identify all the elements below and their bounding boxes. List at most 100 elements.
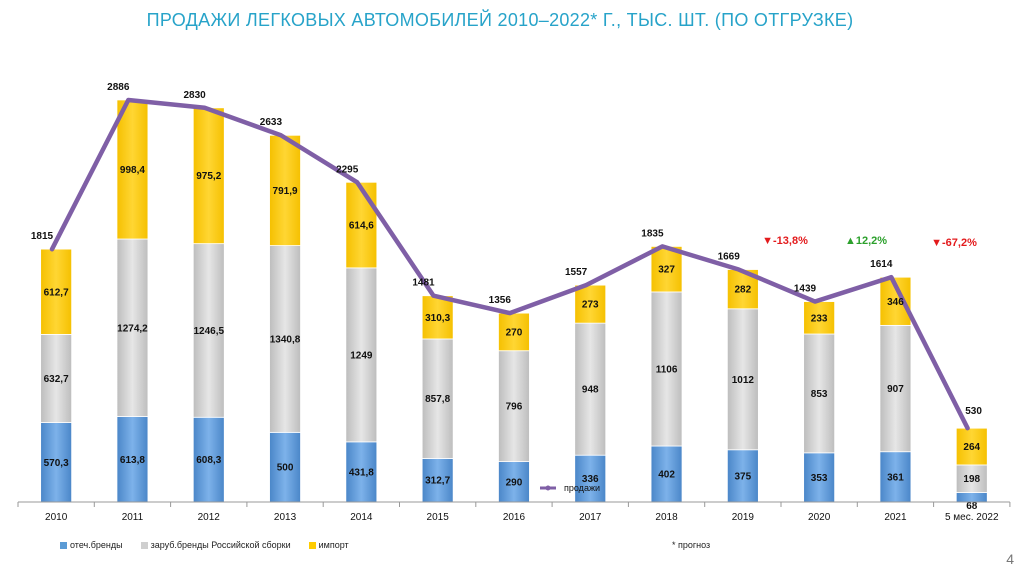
bar-segment-foreign-local [498,350,530,463]
x-tick-label: 2011 [122,512,144,523]
legend-item-foreign-local: заруб.бренды Российской сборки [140,540,291,550]
bar-segment-foreign-local [192,243,225,418]
x-tick-label: 2020 [808,512,831,523]
total-label: 1815 [31,231,54,242]
bar-label-domestic: 402 [658,470,675,481]
bar-segment-foreign-local [803,333,836,454]
bar-label-domestic: 431,8 [349,467,374,478]
bar-label-foreign-local: 1340,8 [270,334,301,345]
bar-segment-domestic [574,454,607,503]
total-label: 2295 [336,164,359,175]
legend-item-import: импорт [308,540,349,550]
x-tick-label: 2017 [579,512,602,523]
bar-segment-domestic [40,422,73,503]
bar-label-domestic: 336 [582,474,599,485]
x-tick-label: 2021 [884,512,907,523]
legend-swatch-foreign-local [140,541,148,549]
bar-segment-domestic [116,416,149,503]
x-tick-label: 5 мес. 2022 [945,512,999,523]
x-tick-label: 2013 [274,512,297,523]
legend-swatch-import [308,541,316,549]
bar-label-foreign-local: 1012 [732,375,755,386]
bar-label-import: 270 [506,327,523,338]
bar-label-import: 310,3 [425,313,450,324]
bar-label-foreign-local: 857,8 [425,394,450,405]
bar-label-import: 612,7 [44,287,69,298]
legend-marker-sales [545,485,551,491]
bar-label-foreign-local: 796 [506,402,523,413]
bar-segment-import [269,134,301,246]
total-label: 530 [965,406,982,417]
bar-segment-domestic [803,452,836,503]
bar-segment-foreign-local [421,338,454,459]
bar-label-import: 233 [811,313,828,324]
bar-segment-domestic [192,416,225,503]
bar-segment-import [192,107,225,245]
bar-label-foreign-local: 632,7 [44,374,69,385]
bar-segment-foreign-local [345,267,378,443]
legend-label-domestic: отеч.бренды [70,540,123,550]
x-tick-label: 2014 [350,512,373,523]
bar-label-import: 975,2 [196,171,221,182]
bar-segment-domestic [421,458,454,503]
bar-label-import: 791,9 [273,186,298,197]
legend-swatch-domestic [60,541,67,549]
bar-segment-import [574,284,607,324]
bar-label-domestic: 613,8 [120,455,145,466]
x-tick-label: 2012 [198,512,221,523]
legend-label-sales: продажи [564,483,600,493]
bar-segment-import [650,245,683,293]
change-annotation-up: ▲12,2% [845,235,887,247]
x-tick-label: 2010 [45,512,68,523]
bar-segment-import [40,248,73,335]
legend: отеч.бренды заруб.бренды Российской сбор… [60,540,367,550]
bar-label-domestic: 290 [506,477,523,488]
bar-label-foreign-local: 853 [811,389,828,400]
bar-segment-import [421,295,454,340]
bar-label-domestic: 68 [966,501,978,512]
total-label: 2633 [260,117,283,128]
bar-segment-foreign-local [879,324,912,453]
sales-line [49,97,970,431]
bar-label-domestic: 570,3 [44,458,69,469]
bar-label-foreign-local: 1246,5 [193,326,224,337]
bar-segment-foreign-local [40,334,73,423]
total-label: 2830 [183,90,206,101]
total-label: 2886 [107,82,130,93]
bar-label-foreign-local: 1106 [656,364,678,375]
total-label: 1356 [489,295,512,306]
total-label: 1439 [794,284,817,295]
bar-segment-import [955,427,988,466]
x-tick-label: 2018 [655,512,678,523]
bar-label-foreign-local: 1249 [350,350,373,361]
total-label: 1835 [641,228,664,239]
forecast-note: * прогноз [672,540,711,550]
bar-segment-foreign-local [574,322,607,456]
bar-label-import: 282 [735,285,752,296]
bar-label-import: 346 [887,297,904,308]
bar-label-foreign-local: 1274,2 [117,323,148,334]
change-annotation-down: ▼-67,2% [931,237,977,249]
bar-segment-import [116,99,149,240]
legend-item-domestic: отеч.бренды [60,540,123,550]
bar-segment-foreign-local [650,291,683,447]
legend-label-foreign-local: заруб.бренды Российской сборки [150,540,291,550]
bar-segment-foreign-local [726,308,759,451]
bar-label-domestic: 608,3 [196,455,221,466]
bar-label-domestic: 375 [735,471,752,482]
bar-label-import: 998,4 [120,165,145,176]
bar-label-domestic: 353 [811,473,828,484]
x-tick-label: 2016 [503,512,526,523]
bar-label-import: 327 [658,265,675,276]
change-annotation-down: ▼-13,8% [762,235,808,247]
total-label: 1614 [870,259,893,270]
bar-label-domestic: 312,7 [425,476,450,487]
bar-label-foreign-local: 907 [887,384,904,395]
bar-label-import: 614,6 [349,221,374,232]
total-label: 1669 [718,252,741,263]
page-number: 4 [1006,551,1014,567]
bar-label-import: 273 [582,300,599,311]
bar-label-domestic: 500 [277,463,294,474]
bar-label-domestic: 361 [887,472,904,483]
bar-label-import: 264 [963,442,980,453]
